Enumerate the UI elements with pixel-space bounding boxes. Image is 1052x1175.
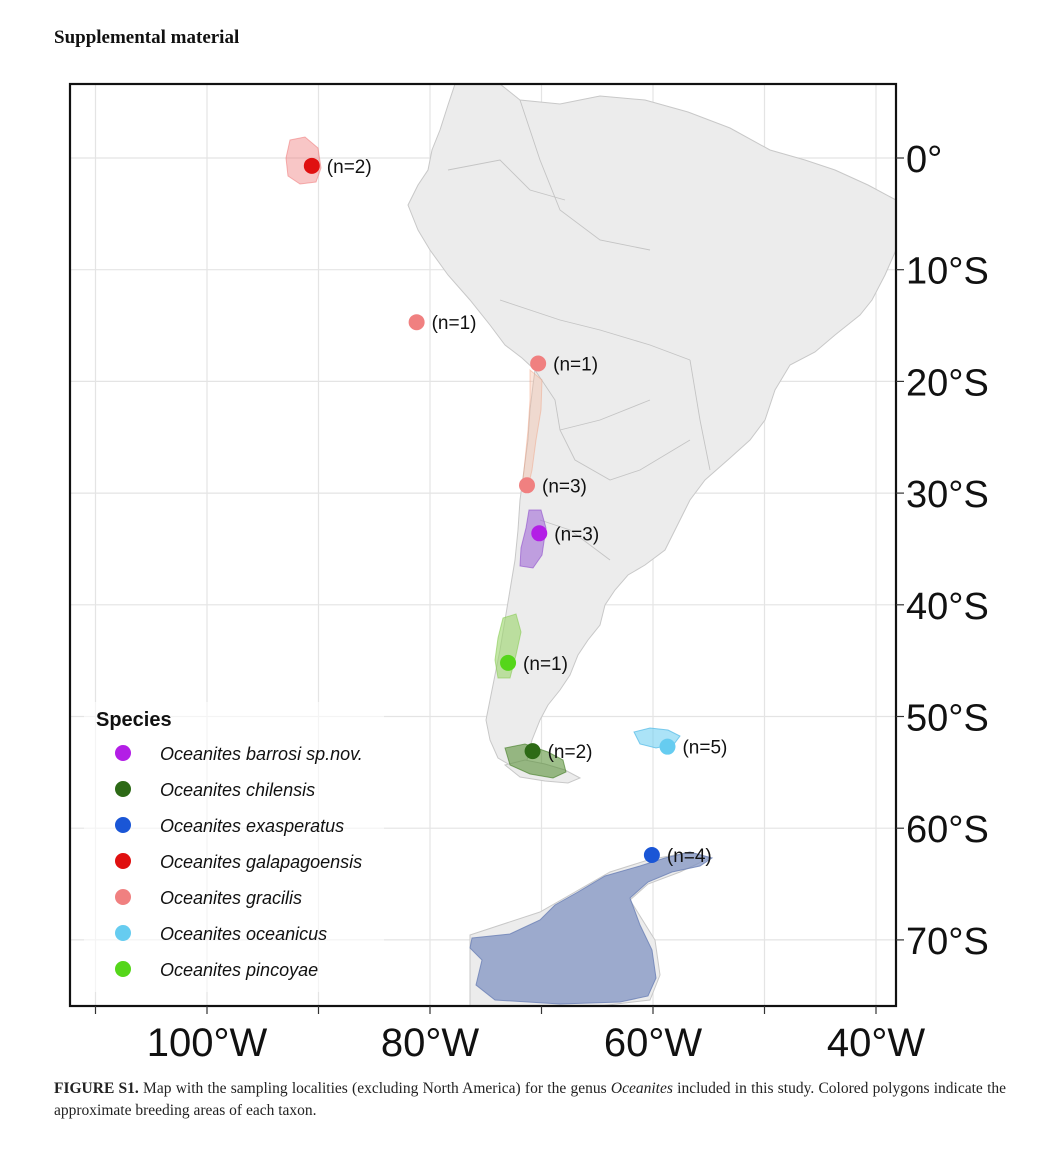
legend-swatch <box>115 961 131 977</box>
y-tick-label: 20°S <box>906 362 989 404</box>
map-figure: (n=2) (n=1) (n=1) (n=3) (n=3) (n=1) (n=2) (n=5)… <box>68 82 989 1065</box>
south-america-landmass <box>407 84 896 769</box>
locality-n-label: (n=4) <box>667 846 712 867</box>
y-tick-label: 40°S <box>906 586 989 628</box>
y-tick-label: 60°S <box>906 809 989 851</box>
page-header: Supplemental material <box>54 27 240 48</box>
y-tick-label: 70°S <box>906 921 989 963</box>
axis-labels: 100°W 80°W 60°W 40°W 0° 10°S 20°S 30°S 40°S 50°S 6… <box>147 139 989 1065</box>
x-tick-label: 60°W <box>604 1021 702 1060</box>
legend-label: Oceanites gracilis <box>160 888 302 908</box>
locality-n-label: (n=3) <box>542 476 587 497</box>
locality-n-label: (n=3) <box>554 524 599 545</box>
legend-swatch <box>115 817 131 833</box>
legend-swatch <box>115 889 131 905</box>
locality-point <box>500 654 517 671</box>
locality-point <box>643 847 660 864</box>
caption-text-1: Map with the sampling localities (exclud… <box>138 1080 611 1097</box>
legend-title: Species <box>96 709 172 731</box>
figure-caption: FIGURE S1. Map with the sampling localit… <box>54 1078 1006 1122</box>
legend-swatch <box>115 925 131 941</box>
axis-ticks <box>94 157 904 1014</box>
locality-n-label: (n=2) <box>548 742 593 763</box>
locality-point <box>303 157 320 174</box>
exasperatus-breeding-area <box>469 851 714 1005</box>
locality-n-label: (n=1) <box>553 355 598 376</box>
country-borders <box>447 99 711 561</box>
locality-point <box>524 743 541 760</box>
legend-swatch <box>115 781 131 797</box>
legend-swatch <box>115 853 131 869</box>
map-svg: (n=2) (n=1) (n=1) (n=3) (n=3) (n=1) (n=2) (n=5)… <box>68 82 989 1065</box>
caption-genus: Oceanites <box>610 1080 673 1097</box>
y-tick-label: 0° <box>906 139 942 181</box>
locality-point <box>408 314 425 331</box>
locality-point <box>530 355 547 372</box>
locality-n-label: (n=2) <box>327 157 372 178</box>
caption-label: FIGURE S1. <box>54 1080 139 1097</box>
caption-text-2: included in this study. Colored polygons… <box>54 1080 1007 1119</box>
legend-label: Oceanites oceanicus <box>160 924 327 944</box>
locality-point <box>519 477 536 494</box>
legend-label: Oceanites pincoyae <box>160 960 318 980</box>
y-tick-label: 10°S <box>906 251 989 293</box>
locality-point <box>659 738 676 755</box>
locality-n-label: (n=1) <box>432 313 477 334</box>
y-tick-label: 50°S <box>906 698 989 740</box>
localities-layer: (n=2) (n=1) (n=1) (n=3) (n=3) (n=1) (n=2) (n=5)… <box>303 157 727 867</box>
legend-swatch <box>115 745 131 761</box>
barrosi-breeding-area <box>519 509 547 569</box>
x-tick-label: 80°W <box>381 1021 479 1060</box>
legend-label: Oceanites barrosi sp.nov. <box>160 744 363 764</box>
y-tick-label: 30°S <box>906 474 989 516</box>
locality-point <box>531 525 548 542</box>
x-tick-label: 40°W <box>827 1021 925 1060</box>
legend-label: Oceanites chilensis <box>160 780 315 800</box>
legend-label: Oceanites galapagoensis <box>160 852 362 872</box>
x-tick-label: 100°W <box>147 1021 268 1060</box>
legend-items: Oceanites barrosi sp.nov. Oceanites chile… <box>115 744 363 980</box>
locality-n-label: (n=5) <box>682 738 727 759</box>
legend-label: Oceanites exasperatus <box>160 816 344 836</box>
legend-background <box>84 702 384 992</box>
locality-n-label: (n=1) <box>523 654 568 675</box>
map-panel-border <box>68 82 898 1008</box>
